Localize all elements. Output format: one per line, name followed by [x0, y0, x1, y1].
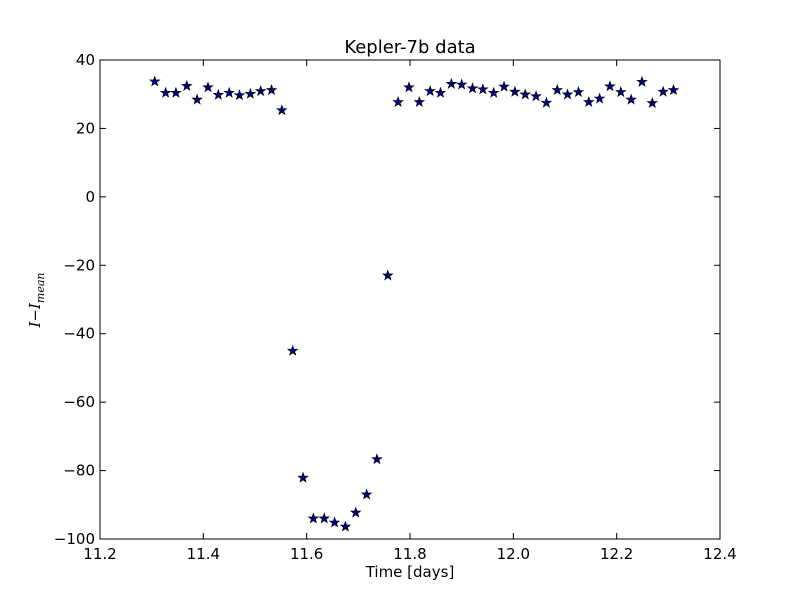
y-tick-label: 40 — [76, 51, 95, 69]
x-tick-label: 12.0 — [497, 545, 530, 563]
data-point-star — [403, 81, 415, 93]
y-tick-label: 0 — [85, 188, 95, 206]
data-point-star — [498, 80, 510, 92]
data-point-star — [307, 512, 320, 524]
data-point-star — [561, 88, 574, 100]
data-point-star — [159, 86, 172, 98]
data-point-star — [381, 269, 394, 281]
data-point-star — [572, 86, 585, 98]
data-point-star — [339, 520, 352, 532]
data-point-star — [360, 488, 373, 500]
data-point-star — [625, 93, 637, 105]
plot-frame — [99, 59, 721, 540]
data-point-star — [509, 85, 521, 97]
data-point-star — [551, 84, 564, 96]
data-point-star — [328, 516, 341, 528]
data-point-star — [604, 80, 616, 92]
data-point-star — [445, 77, 458, 89]
data-points — [148, 75, 680, 532]
data-point-star — [371, 453, 383, 465]
data-point-star — [148, 75, 161, 87]
y-axis-label: I−Imean — [26, 272, 47, 328]
y-tick-label: −80 — [63, 462, 95, 480]
data-point-star — [254, 85, 267, 97]
y-tick-label: −100 — [54, 530, 95, 548]
data-point-star — [487, 86, 500, 98]
data-point-star — [392, 95, 404, 108]
y-tick-label: −40 — [63, 325, 95, 343]
y-axis-label-sub: mean — [34, 272, 47, 303]
data-point-star — [424, 85, 436, 97]
data-point-star — [276, 104, 288, 116]
data-point-star — [657, 85, 669, 97]
data-point-star — [233, 89, 246, 101]
data-point-star — [297, 471, 309, 483]
data-point-star — [349, 506, 362, 518]
y-tick-label: −20 — [63, 256, 95, 274]
data-point-star — [212, 88, 225, 100]
data-point-star — [180, 79, 193, 91]
x-tick-label: 11.4 — [187, 545, 220, 563]
data-point-star — [244, 87, 257, 99]
data-point-star — [636, 75, 648, 87]
y-tick-label: −60 — [63, 393, 95, 411]
data-point-star — [202, 81, 214, 93]
data-point-star — [265, 84, 278, 96]
data-point-star — [434, 86, 447, 98]
x-tick-label: 12.4 — [703, 545, 736, 563]
x-tick-label: 12.2 — [600, 545, 633, 563]
data-point-star — [466, 82, 479, 94]
data-point-star — [223, 86, 235, 98]
x-axis-label: Time [days] — [365, 563, 455, 581]
data-point-star — [593, 92, 606, 104]
data-point-star — [530, 90, 542, 102]
data-point-star — [191, 93, 203, 105]
y-tick-label: 20 — [76, 119, 95, 137]
data-point-star — [477, 83, 489, 95]
data-point-star — [540, 96, 553, 108]
data-point-star — [170, 86, 182, 98]
chart-title: Kepler-7b data — [344, 37, 475, 58]
data-point-star — [582, 95, 595, 108]
data-point-star — [646, 97, 659, 109]
data-point-star — [318, 512, 331, 524]
data-point-star — [455, 78, 468, 90]
data-point-star — [519, 88, 532, 100]
x-tick-label: 11.2 — [83, 545, 116, 563]
data-point-star — [413, 95, 426, 108]
y-axis-label-main: I−I — [26, 302, 44, 328]
data-point-star — [614, 86, 627, 98]
data-point-star — [667, 84, 680, 96]
data-point-star — [286, 344, 299, 356]
x-tick-label: 11.8 — [393, 545, 426, 563]
x-tick-label: 11.6 — [290, 545, 323, 563]
